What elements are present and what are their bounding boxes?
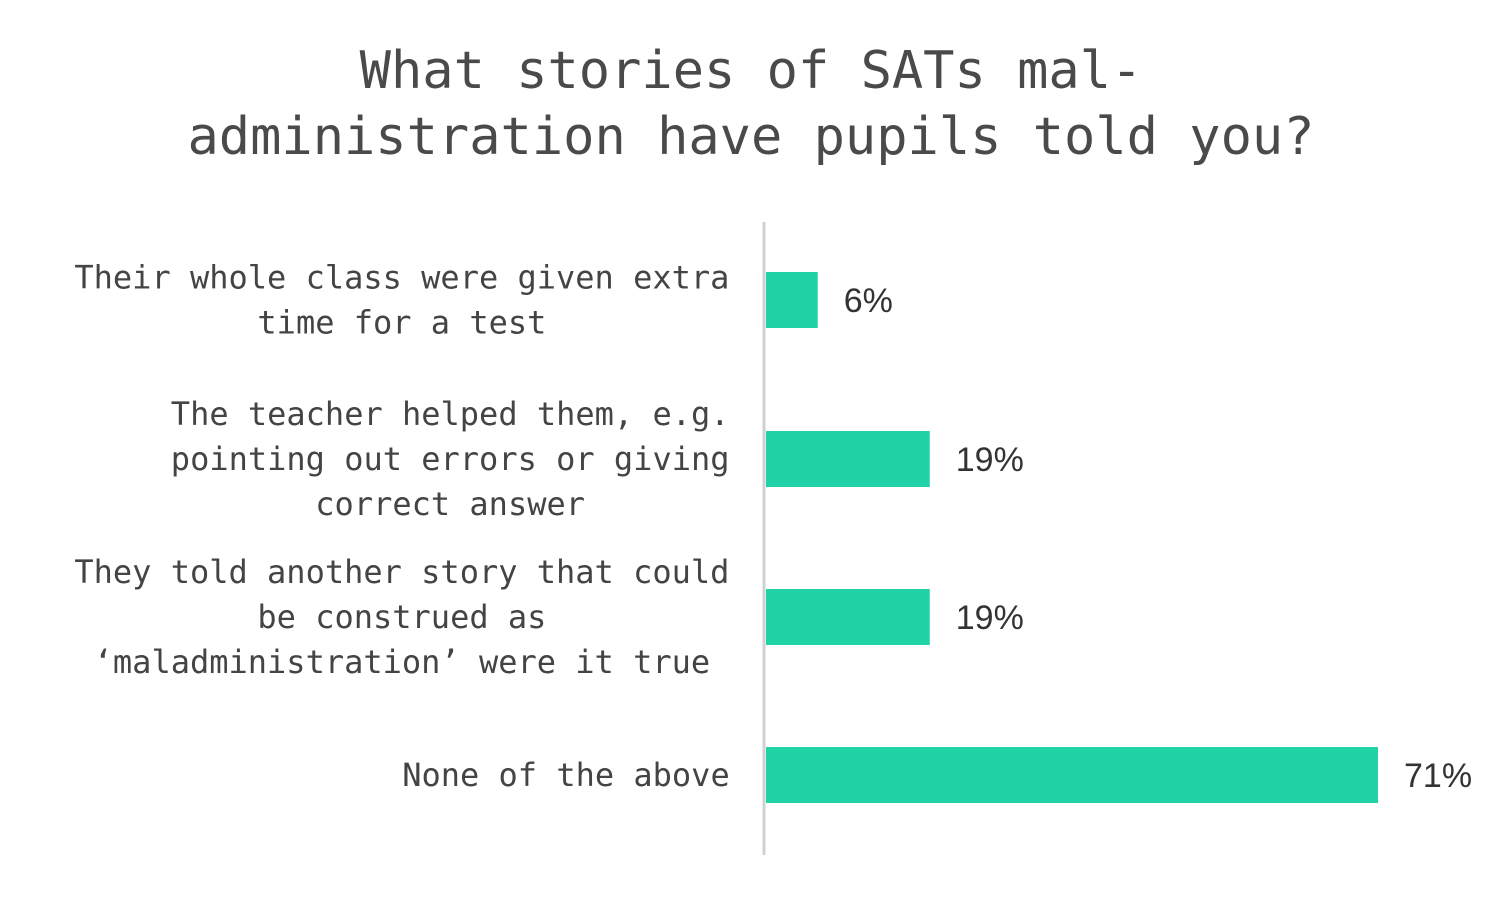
value-labels: 6% 19% 19% 71% — [844, 282, 1472, 795]
category-label-3: They told another story that could be con… — [74, 553, 729, 681]
value-label-2: 19% — [956, 441, 1024, 479]
value-label-4: 71% — [1404, 757, 1472, 795]
bar-3 — [766, 589, 930, 645]
chart-title: What stories of SATs mal- administration… — [187, 41, 1315, 167]
category-labels: Their whole class were given extra time f… — [74, 259, 729, 795]
category-label-1: Their whole class were given extra time f… — [74, 259, 729, 342]
value-label-3: 19% — [956, 599, 1024, 637]
bar-1 — [766, 272, 818, 328]
bar-2 — [766, 431, 930, 487]
bar-4 — [766, 747, 1378, 803]
value-label-1: 6% — [844, 282, 893, 320]
category-label-4: None of the above — [402, 756, 730, 794]
category-label-2: The teacher helped them, e.g. pointing ou… — [171, 395, 730, 523]
bars-layer — [766, 272, 1378, 803]
